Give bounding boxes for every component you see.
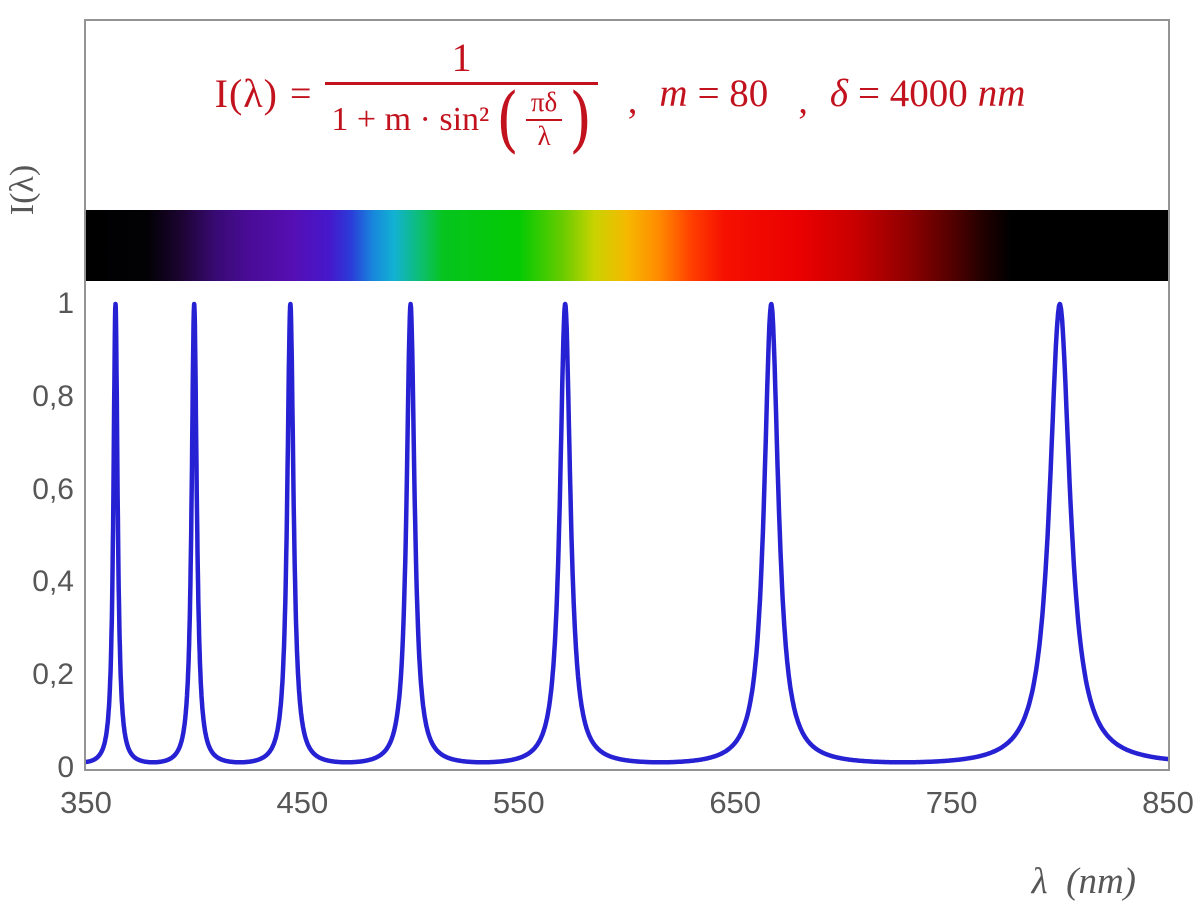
formula-fraction: 1 1 + m · sin² ( πδ λ ) — [325, 35, 598, 161]
plot-frame: I(λ) = 1 1 + m · sin² ( πδ λ ) , m = 80 — [84, 19, 1170, 771]
x-tick-label: 350 — [60, 785, 112, 820]
y-tick-label: 0,4 — [32, 565, 74, 599]
y-tick-label: 0,6 — [32, 472, 74, 506]
inner-numerator: πδ — [525, 89, 563, 121]
comma-separator: , — [798, 79, 808, 122]
delta-symbol: δ — [829, 72, 848, 115]
m-symbol: m — [659, 72, 688, 115]
x-tick-label: 550 — [492, 785, 545, 820]
inner-denominator: λ — [537, 121, 551, 151]
x-axis-title: λ (nm) — [1031, 861, 1136, 902]
parameter-m: m = 80 — [659, 71, 768, 116]
open-paren: ( — [496, 77, 519, 161]
y-tick-label: 0,8 — [32, 379, 74, 413]
visible-spectrum-bar — [86, 210, 1168, 281]
fraction-bar — [325, 82, 598, 85]
equals-sign: = — [289, 72, 312, 115]
close-paren: ) — [569, 77, 592, 161]
intensity-curve-plot — [86, 301, 1168, 765]
y-tick-label: 0 — [57, 751, 74, 784]
parameter-delta: δ = 4000 nm — [830, 71, 1026, 116]
y-tick-label: 1 — [57, 287, 74, 320]
x-tick-label: 750 — [925, 785, 978, 820]
inner-fraction: πδ λ — [525, 89, 563, 151]
formula-lhs: I(λ) — [214, 71, 278, 116]
delta-unit: nm — [977, 72, 1026, 115]
fraction-numerator: 1 — [451, 35, 472, 80]
x-tick-label: 850 — [1142, 785, 1194, 820]
y-tick-label: 0,2 — [32, 658, 74, 692]
comma-separator: , — [627, 79, 638, 122]
airy-curve-line — [86, 301, 1168, 765]
y-axis-title: I(λ) — [4, 164, 41, 216]
formula-annotation: I(λ) = 1 1 + m · sin² ( πδ λ ) , m = 80 — [86, 35, 1154, 161]
delta-value: = 4000 — [857, 72, 968, 115]
denominator-text: 1 + m · sin² — [331, 100, 490, 138]
x-tick-label: 650 — [709, 785, 762, 820]
m-value: = 80 — [697, 72, 769, 115]
x-tick-label: 450 — [276, 785, 329, 820]
fraction-denominator: 1 + m · sin² ( πδ λ ) — [325, 77, 597, 161]
